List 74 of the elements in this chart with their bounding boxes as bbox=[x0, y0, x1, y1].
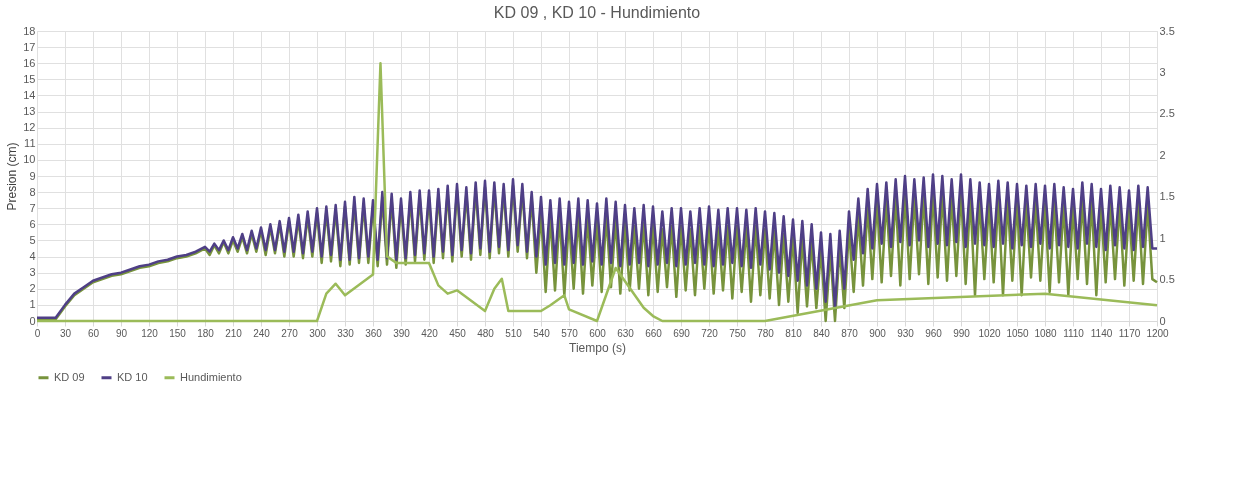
x-tick-label: 840 bbox=[813, 327, 831, 339]
x-tick-label: 390 bbox=[393, 327, 411, 339]
y2-tick-label: 3 bbox=[1159, 65, 1166, 78]
y-tick-label: 12 bbox=[23, 121, 36, 134]
x-tick-label: 690 bbox=[673, 327, 691, 339]
x-tick-label: 630 bbox=[617, 327, 635, 339]
y-tick-label: 10 bbox=[23, 153, 36, 166]
x-tick-label: 960 bbox=[925, 327, 943, 339]
x-tick-label: 750 bbox=[729, 327, 747, 339]
x-tick-label: 1050 bbox=[1006, 327, 1030, 339]
y-tick-label: 8 bbox=[29, 185, 36, 198]
y-tick-label: 2 bbox=[29, 282, 36, 295]
legend-label: Hundimiento bbox=[180, 370, 242, 383]
y-tick-label: 6 bbox=[29, 217, 36, 230]
y2-tick-label: 2 bbox=[1159, 148, 1166, 161]
y2-tick-label: 2.5 bbox=[1159, 107, 1175, 120]
y2-tick-label: 1.5 bbox=[1159, 190, 1175, 203]
x-tick-label: 600 bbox=[589, 327, 607, 339]
y2-tick-label: 0.5 bbox=[1159, 273, 1175, 286]
x-tick-label: 150 bbox=[169, 327, 187, 339]
x-tick-label: 450 bbox=[449, 327, 467, 339]
line-series bbox=[35, 62, 1159, 323]
y-tick-label: 13 bbox=[23, 105, 36, 118]
x-tick-label: 900 bbox=[869, 327, 887, 339]
y-tick-label: 18 bbox=[23, 24, 36, 37]
y2-tick-label: 1 bbox=[1159, 231, 1166, 244]
x-tick-label: 1110 bbox=[1063, 327, 1085, 339]
y-tick-label: 17 bbox=[23, 40, 36, 53]
y2-tick-label: 0 bbox=[1159, 314, 1166, 327]
y-tick-label: 14 bbox=[23, 88, 36, 101]
x-tick-label: 210 bbox=[225, 327, 243, 339]
x-tick-label: 180 bbox=[197, 327, 215, 339]
chart-title: KD 09 , KD 10 - Hundimiento bbox=[493, 4, 701, 21]
x-tick-label: 1020 bbox=[978, 327, 1002, 339]
legend-label: KD 10 bbox=[117, 370, 148, 383]
x-tick-label: 120 bbox=[141, 327, 159, 339]
x-tick-label: 240 bbox=[253, 327, 271, 339]
x-tick-label: 60 bbox=[87, 327, 100, 339]
x-tick-label: 510 bbox=[505, 327, 523, 339]
x-tick-label: 870 bbox=[841, 327, 859, 339]
x-tick-label: 360 bbox=[365, 327, 383, 339]
y-tick-label: 3 bbox=[29, 266, 36, 279]
y-tick-label: 7 bbox=[29, 201, 36, 214]
y-tick-label: 1 bbox=[29, 298, 36, 311]
x-tick-label: 330 bbox=[337, 327, 355, 339]
y-tick-label: 15 bbox=[23, 72, 36, 85]
y-tick-label: 0 bbox=[29, 314, 36, 327]
y-tick-label: 16 bbox=[23, 56, 36, 69]
y-tick-label: 9 bbox=[29, 169, 36, 182]
x-tick-label: 990 bbox=[953, 327, 971, 339]
x-tick-label: 300 bbox=[309, 327, 327, 339]
legend-label: KD 09 bbox=[54, 370, 85, 383]
x-tick-label: 1200 bbox=[1146, 327, 1170, 339]
x-tick-label: 1170 bbox=[1118, 327, 1141, 339]
x-tick-label: 1080 bbox=[1034, 327, 1058, 339]
x-tick-label: 270 bbox=[281, 327, 299, 339]
x-tick-label: 540 bbox=[533, 327, 551, 339]
x-tick-label: 780 bbox=[757, 327, 775, 339]
x-tick-label: 420 bbox=[421, 327, 439, 339]
x-axis-title: Tiempo (s) bbox=[569, 340, 626, 355]
y-tick-label: 11 bbox=[24, 137, 36, 150]
y-axis-title: Presion (cm) bbox=[5, 142, 20, 211]
x-tick-label: 660 bbox=[645, 327, 663, 339]
x-tick-label: 1140 bbox=[1090, 327, 1113, 339]
x-tick-label: 930 bbox=[897, 327, 915, 339]
x-tick-label: 30 bbox=[59, 327, 72, 339]
y-tick-label: 5 bbox=[29, 233, 36, 246]
x-tick-label: 90 bbox=[115, 327, 128, 339]
y2-tick-label: 3.5 bbox=[1159, 24, 1175, 37]
x-tick-label: 480 bbox=[477, 327, 495, 339]
y-tick-label: 4 bbox=[29, 250, 36, 263]
x-tick-label: 570 bbox=[561, 327, 579, 339]
x-tick-label: 720 bbox=[701, 327, 719, 339]
x-tick-label: 810 bbox=[785, 327, 803, 339]
